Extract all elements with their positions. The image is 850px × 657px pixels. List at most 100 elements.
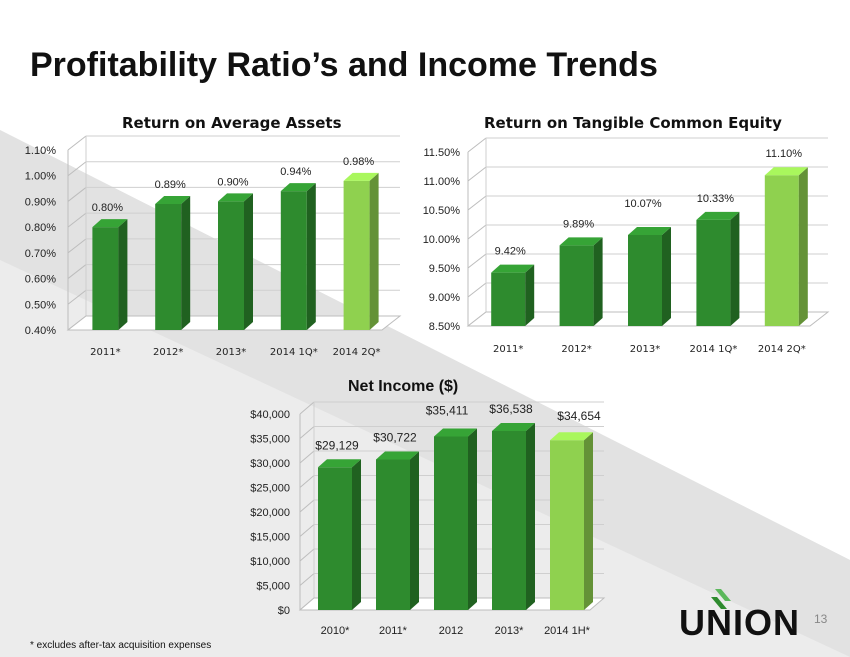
- bar: [696, 211, 740, 326]
- gridline-depth: [67, 289, 87, 305]
- bar-front: [155, 204, 182, 330]
- y-tick-label: 11.50%: [424, 147, 461, 159]
- bar-top: [696, 211, 740, 220]
- x-tick-label: 2014 2Q*: [758, 344, 806, 355]
- data-label: 0.98%: [343, 156, 374, 168]
- gridline-depth: [299, 426, 315, 439]
- x-tick-label: 2012: [439, 625, 463, 637]
- bar-front: [218, 201, 244, 330]
- data-label: $29,129: [315, 438, 359, 452]
- bar: [318, 459, 361, 610]
- rotce-chart-title: Return on Tangible Common Equity: [484, 114, 782, 132]
- y-tick-label: 11.00%: [424, 176, 461, 188]
- bar-front: [343, 180, 370, 330]
- bar: [434, 428, 477, 610]
- footnote: * excludes after-tax acquisition expense…: [30, 640, 212, 651]
- roaa-chart-title: Return on Average Assets: [122, 114, 342, 132]
- bar: [559, 237, 603, 326]
- gridline-depth: [299, 499, 315, 513]
- bar-side: [468, 428, 477, 610]
- gridline-depth: [299, 401, 315, 415]
- bar-side: [526, 422, 535, 610]
- gridline-depth: [67, 161, 87, 177]
- bar-top: [628, 226, 671, 235]
- bar-front: [318, 467, 352, 610]
- y-tick-label: $0: [278, 605, 290, 617]
- x-tick-label: 2011*: [493, 344, 523, 355]
- slide-title: Profitability Ratio’s and Income Trends: [30, 46, 658, 84]
- bar: [343, 172, 379, 330]
- bar-front: [434, 436, 468, 610]
- x-tick-label: 2011*: [90, 347, 120, 358]
- y-tick-label: $30,000: [250, 458, 290, 470]
- bar: [155, 196, 191, 330]
- y-tick-label: 10.00%: [423, 234, 461, 246]
- y-tick-label: 9.50%: [429, 263, 460, 275]
- y-tick-label: $20,000: [250, 507, 290, 519]
- bar-top: [550, 432, 593, 441]
- bar: [92, 219, 128, 330]
- bar-side: [369, 172, 379, 330]
- data-label: $36,538: [489, 402, 533, 416]
- bar-front: [628, 234, 662, 326]
- union-logo-text: UNION: [679, 602, 800, 643]
- data-label: 0.80%: [92, 202, 123, 214]
- bar-top: [280, 183, 316, 192]
- gridline-depth: [299, 450, 315, 464]
- bar-top: [559, 237, 603, 246]
- x-tick-label: 2014 1H*: [544, 625, 591, 637]
- bar-side: [593, 237, 603, 326]
- x-tick-label: 2013*: [630, 344, 660, 355]
- y-tick-label: 1.00%: [25, 171, 56, 183]
- bar-top: [434, 428, 477, 437]
- x-tick-label: 2014 1Q*: [689, 344, 737, 355]
- gridline-depth: [67, 238, 87, 254]
- data-label: 0.89%: [155, 179, 186, 191]
- y-tick-label: $10,000: [250, 556, 290, 568]
- bar-top: [218, 193, 253, 202]
- bar-side: [181, 196, 191, 330]
- bar: [218, 193, 253, 330]
- gridline-depth: [467, 137, 487, 153]
- bar-front: [92, 227, 119, 330]
- bar-top: [764, 167, 808, 176]
- data-label: 0.90%: [217, 176, 248, 188]
- gridline-depth: [67, 187, 87, 202]
- bar: [376, 451, 419, 610]
- y-tick-label: 0.80%: [25, 222, 56, 234]
- bar-top: [492, 422, 535, 431]
- data-label: $30,722: [373, 430, 417, 444]
- y-tick-label: 0.90%: [25, 196, 56, 208]
- bar: [550, 432, 593, 610]
- y-tick-label: $40,000: [250, 409, 290, 421]
- union-logo: UNION: [679, 589, 800, 643]
- bar-side: [525, 264, 535, 326]
- x-tick-label: 2012*: [561, 344, 591, 355]
- bar-front: [764, 175, 799, 326]
- bar: [628, 226, 671, 326]
- y-tick-label: 1.10%: [25, 145, 56, 157]
- data-label: 11.10%: [766, 148, 803, 160]
- x-tick-label: 2012*: [153, 347, 183, 358]
- bar-side: [118, 219, 128, 330]
- bar: [491, 264, 535, 326]
- gridline-depth: [67, 264, 87, 279]
- gridline-depth: [467, 166, 487, 182]
- bar-side: [584, 432, 593, 610]
- gridline-depth: [67, 135, 87, 151]
- page-number: 13: [814, 612, 828, 626]
- x-tick-label: 2013*: [216, 347, 246, 358]
- x-tick-label: 2010*: [321, 625, 350, 637]
- bar-side: [306, 183, 316, 330]
- net-income-chart-title: Net Income ($): [348, 378, 459, 395]
- bar-top: [92, 219, 128, 228]
- y-tick-label: $25,000: [250, 483, 290, 495]
- y-tick-label: $35,000: [250, 434, 290, 446]
- bar-front: [559, 245, 594, 326]
- gridline-depth: [299, 548, 315, 562]
- bar-side: [244, 193, 253, 330]
- data-label: 0.94%: [280, 166, 311, 178]
